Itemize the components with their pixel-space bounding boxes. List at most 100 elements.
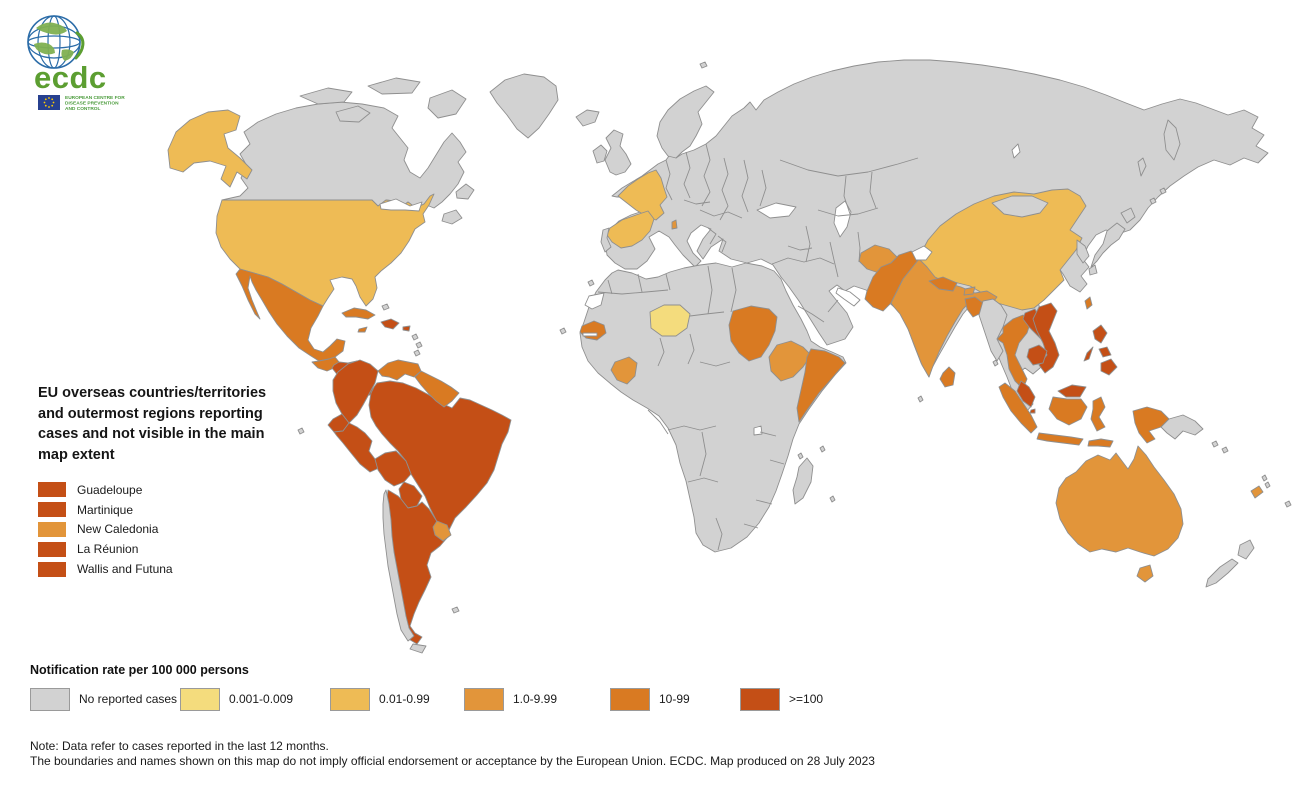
country-sri-lanka: [939, 366, 956, 388]
country-bolivia: [374, 450, 412, 487]
inland-seas-and-lakes: [379, 143, 1021, 436]
eu-flag-icon: [38, 95, 60, 110]
color-swatch: [38, 521, 66, 537]
country-australia: [1055, 445, 1184, 557]
country-france: [617, 169, 668, 221]
country-kamchatka: [1163, 119, 1181, 161]
country-singapore: [1029, 408, 1036, 414]
legend-item-label: La Réunion: [77, 542, 139, 557]
org-line-2: DISEASE PREVENTION: [65, 101, 119, 107]
color-swatch: [464, 687, 504, 711]
country-ethiopia: [768, 340, 812, 382]
org-line-1: EUROPEAN CENTRE FOR: [65, 95, 125, 101]
country-new-caledonia: [1250, 485, 1264, 499]
rate-legend-title: Notification rate per 100 000 persons: [30, 663, 249, 677]
country-sudan: [728, 305, 778, 362]
country-cote-divoire: [610, 356, 638, 385]
country-vietnam: [1032, 302, 1060, 374]
country-united-kingdom: [604, 129, 632, 176]
country-papua-new-guinea: [1160, 414, 1204, 440]
legend-item-label: >=100: [789, 692, 824, 706]
country-uruguay: [432, 520, 452, 542]
legend-item-0001-0009: 0.001-0.009: [180, 687, 294, 711]
color-swatch: [30, 687, 70, 711]
country-jamaica: [357, 326, 368, 333]
country-nova-scotia: [441, 209, 463, 225]
country-corsica: [671, 219, 678, 230]
legend-item-la-reunion: La Réunion: [38, 539, 288, 559]
country-tasmania: [1136, 564, 1154, 583]
footnotes: Note: Data refer to cases reported in th…: [30, 739, 875, 769]
country-puerto-rico: [402, 325, 411, 332]
overseas-title-line: cases and not visible in the main: [38, 426, 265, 442]
color-swatch: [330, 687, 370, 711]
color-swatch: [740, 687, 780, 711]
country-greenland: [489, 73, 559, 139]
country-korea: [1076, 239, 1090, 264]
country-somalia: [796, 348, 846, 423]
country-madagascar: [792, 457, 814, 505]
legend-item-10-999: 1.0-9.99: [464, 687, 558, 711]
legend-item-new-caledonia: New Caledonia: [38, 520, 288, 540]
overseas-territories-legend: EU overseas countries/territories and ou…: [38, 383, 288, 579]
org-line-3: AND CONTROL: [65, 106, 101, 112]
legend-item-wallis-and-futuna: Wallis and Futuna: [38, 559, 288, 579]
color-swatch: [38, 561, 66, 577]
legend-item-10-99: 10-99: [610, 687, 690, 711]
country-ireland: [592, 144, 608, 164]
small-islands: [297, 61, 1292, 614]
legend-item-martinique: Martinique: [38, 500, 288, 520]
color-swatch: [38, 502, 66, 518]
internal-borders: [597, 143, 919, 551]
country-africa: [579, 262, 847, 553]
legend-item-label: Guadeloupe: [77, 482, 143, 497]
country-newfoundland: [455, 183, 475, 200]
footnote-line-1: Note: Data refer to cases reported in th…: [30, 739, 329, 753]
legend-item-gte-100: >=100: [740, 687, 824, 711]
legend-item-label: 0.01-0.99: [379, 692, 430, 706]
legend-item-label: 10-99: [659, 692, 690, 706]
country-guyana-suriname-french-guiana: [414, 370, 460, 408]
legend-item-label: Wallis and Futuna: [77, 562, 173, 577]
country-canadian-arctic-islands: [299, 77, 467, 123]
footnote-line-2: The boundaries and names shown on this m…: [30, 754, 875, 768]
country-colombia: [332, 359, 379, 424]
overseas-title-line: map extent: [38, 446, 115, 463]
legend-item-label: New Caledonia: [77, 522, 159, 537]
color-swatch: [38, 541, 66, 557]
overseas-title-line: and outermost regions reporting: [38, 405, 263, 422]
overseas-legend-items: Guadeloupe Martinique New Caledonia La R…: [38, 480, 288, 579]
country-niger: [649, 304, 691, 337]
country-mongolia: [991, 195, 1049, 218]
country-scandinavia: [656, 85, 715, 159]
country-cuba: [341, 307, 376, 320]
legend-item-label: 1.0-9.99: [513, 692, 558, 706]
country-cambodia: [1026, 344, 1048, 366]
legend-item-no-reported-cases: No reported cases: [30, 687, 178, 711]
country-malaysia: [1016, 380, 1087, 408]
ecdc-swoosh: [74, 31, 85, 60]
country-portugal: [600, 227, 612, 253]
country-indonesia: [998, 382, 1170, 448]
legend-item-label: Martinique: [77, 502, 134, 517]
country-bhutan: [963, 286, 976, 296]
country-nepal: [928, 276, 958, 292]
country-spain: [606, 210, 655, 249]
ecdc-logo: ecdc EUROPEAN CENTRE FOR DISEASE PREVENT…: [27, 15, 125, 112]
color-swatch: [180, 687, 220, 711]
color-swatch: [610, 687, 650, 711]
country-iceland: [575, 109, 600, 127]
color-swatch: [38, 482, 66, 498]
country-philippines: [1083, 324, 1118, 376]
ecdc-acronym: ecdc: [34, 60, 107, 95]
country-taiwan: [1084, 296, 1093, 310]
country-japan: [1088, 207, 1136, 276]
country-new-zealand: [1205, 539, 1255, 588]
country-myanmar: [978, 298, 1008, 362]
legend-item-label: No reported cases: [79, 692, 178, 706]
country-chile: [382, 489, 415, 642]
legend-item-label: 0.001-0.009: [229, 692, 294, 706]
country-brazil: [368, 380, 512, 539]
world-map: [167, 59, 1292, 654]
